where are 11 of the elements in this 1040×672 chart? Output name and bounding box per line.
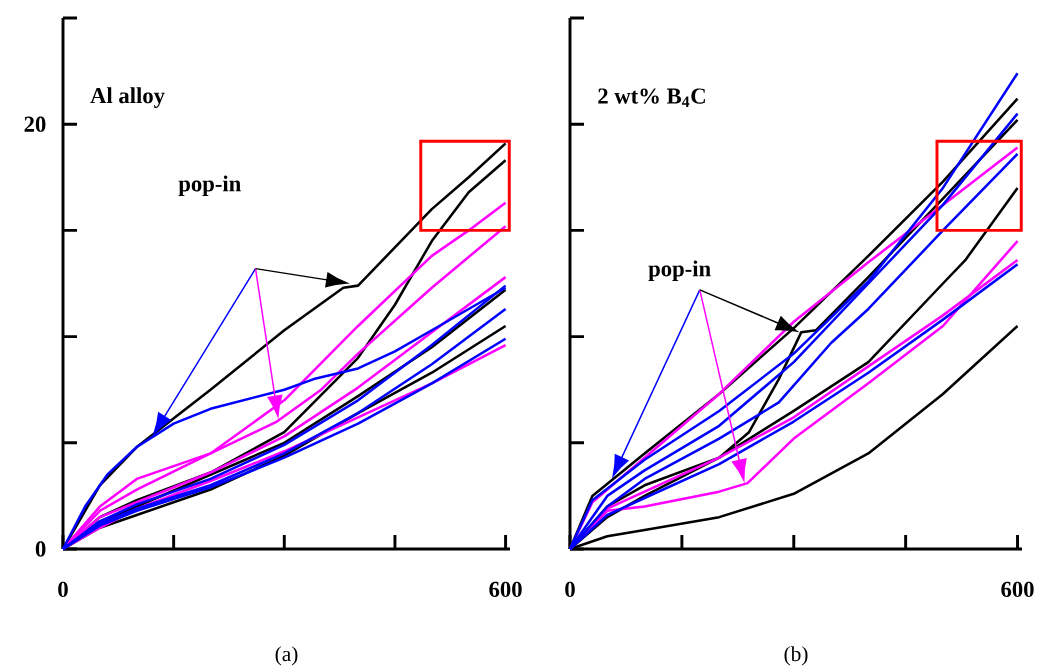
x-axis-title: (a) xyxy=(275,646,298,666)
x-tick-label: 600 xyxy=(489,581,522,598)
x-tick-label: 0 xyxy=(565,581,575,598)
annotation: pop-in xyxy=(648,260,711,282)
y-tick-label: 20 xyxy=(24,116,46,132)
x-tick-label: 0 xyxy=(58,581,68,598)
annotation: pop-in xyxy=(178,175,241,197)
text: Al alloy xyxy=(90,87,165,108)
x-tick-label: 600 xyxy=(1001,581,1034,598)
x-axis-title: (b) xyxy=(784,646,808,666)
text: 2 wt% B$_{4}$C xyxy=(598,88,705,107)
